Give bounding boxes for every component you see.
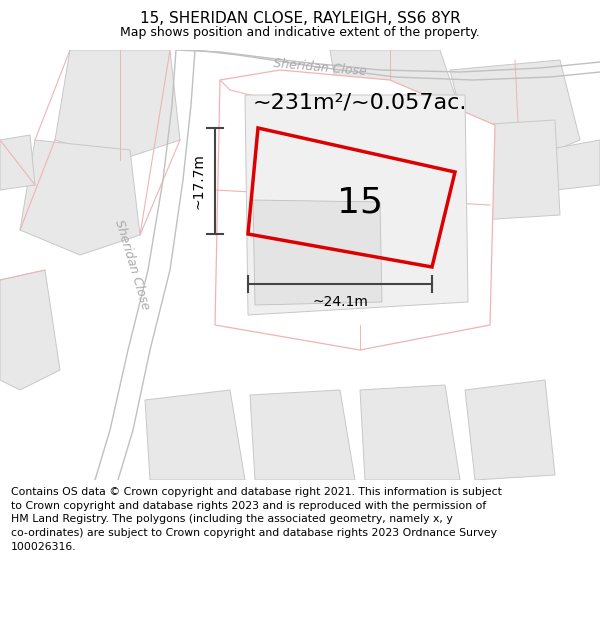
Polygon shape	[245, 95, 468, 315]
Polygon shape	[475, 120, 560, 220]
Text: 15, SHERIDAN CLOSE, RAYLEIGH, SS6 8YR: 15, SHERIDAN CLOSE, RAYLEIGH, SS6 8YR	[140, 11, 460, 26]
Polygon shape	[145, 390, 245, 480]
Polygon shape	[0, 135, 35, 190]
Polygon shape	[20, 140, 140, 255]
Text: ~17.7m: ~17.7m	[192, 153, 206, 209]
Polygon shape	[545, 140, 600, 190]
Text: 15: 15	[337, 185, 383, 219]
Text: ~231m²/~0.057ac.: ~231m²/~0.057ac.	[253, 92, 467, 112]
Polygon shape	[250, 390, 355, 480]
Text: Sheridan Close: Sheridan Close	[273, 58, 367, 79]
Polygon shape	[55, 50, 180, 160]
Text: Contains OS data © Crown copyright and database right 2021. This information is : Contains OS data © Crown copyright and d…	[11, 488, 502, 552]
Polygon shape	[0, 270, 60, 390]
Text: ~24.1m: ~24.1m	[312, 295, 368, 309]
Polygon shape	[215, 70, 495, 350]
Polygon shape	[450, 60, 580, 165]
Polygon shape	[360, 385, 460, 480]
Polygon shape	[330, 50, 460, 125]
Polygon shape	[465, 380, 555, 480]
Text: Map shows position and indicative extent of the property.: Map shows position and indicative extent…	[120, 26, 480, 39]
Text: Sheridan Close: Sheridan Close	[112, 218, 152, 312]
Polygon shape	[253, 200, 382, 305]
